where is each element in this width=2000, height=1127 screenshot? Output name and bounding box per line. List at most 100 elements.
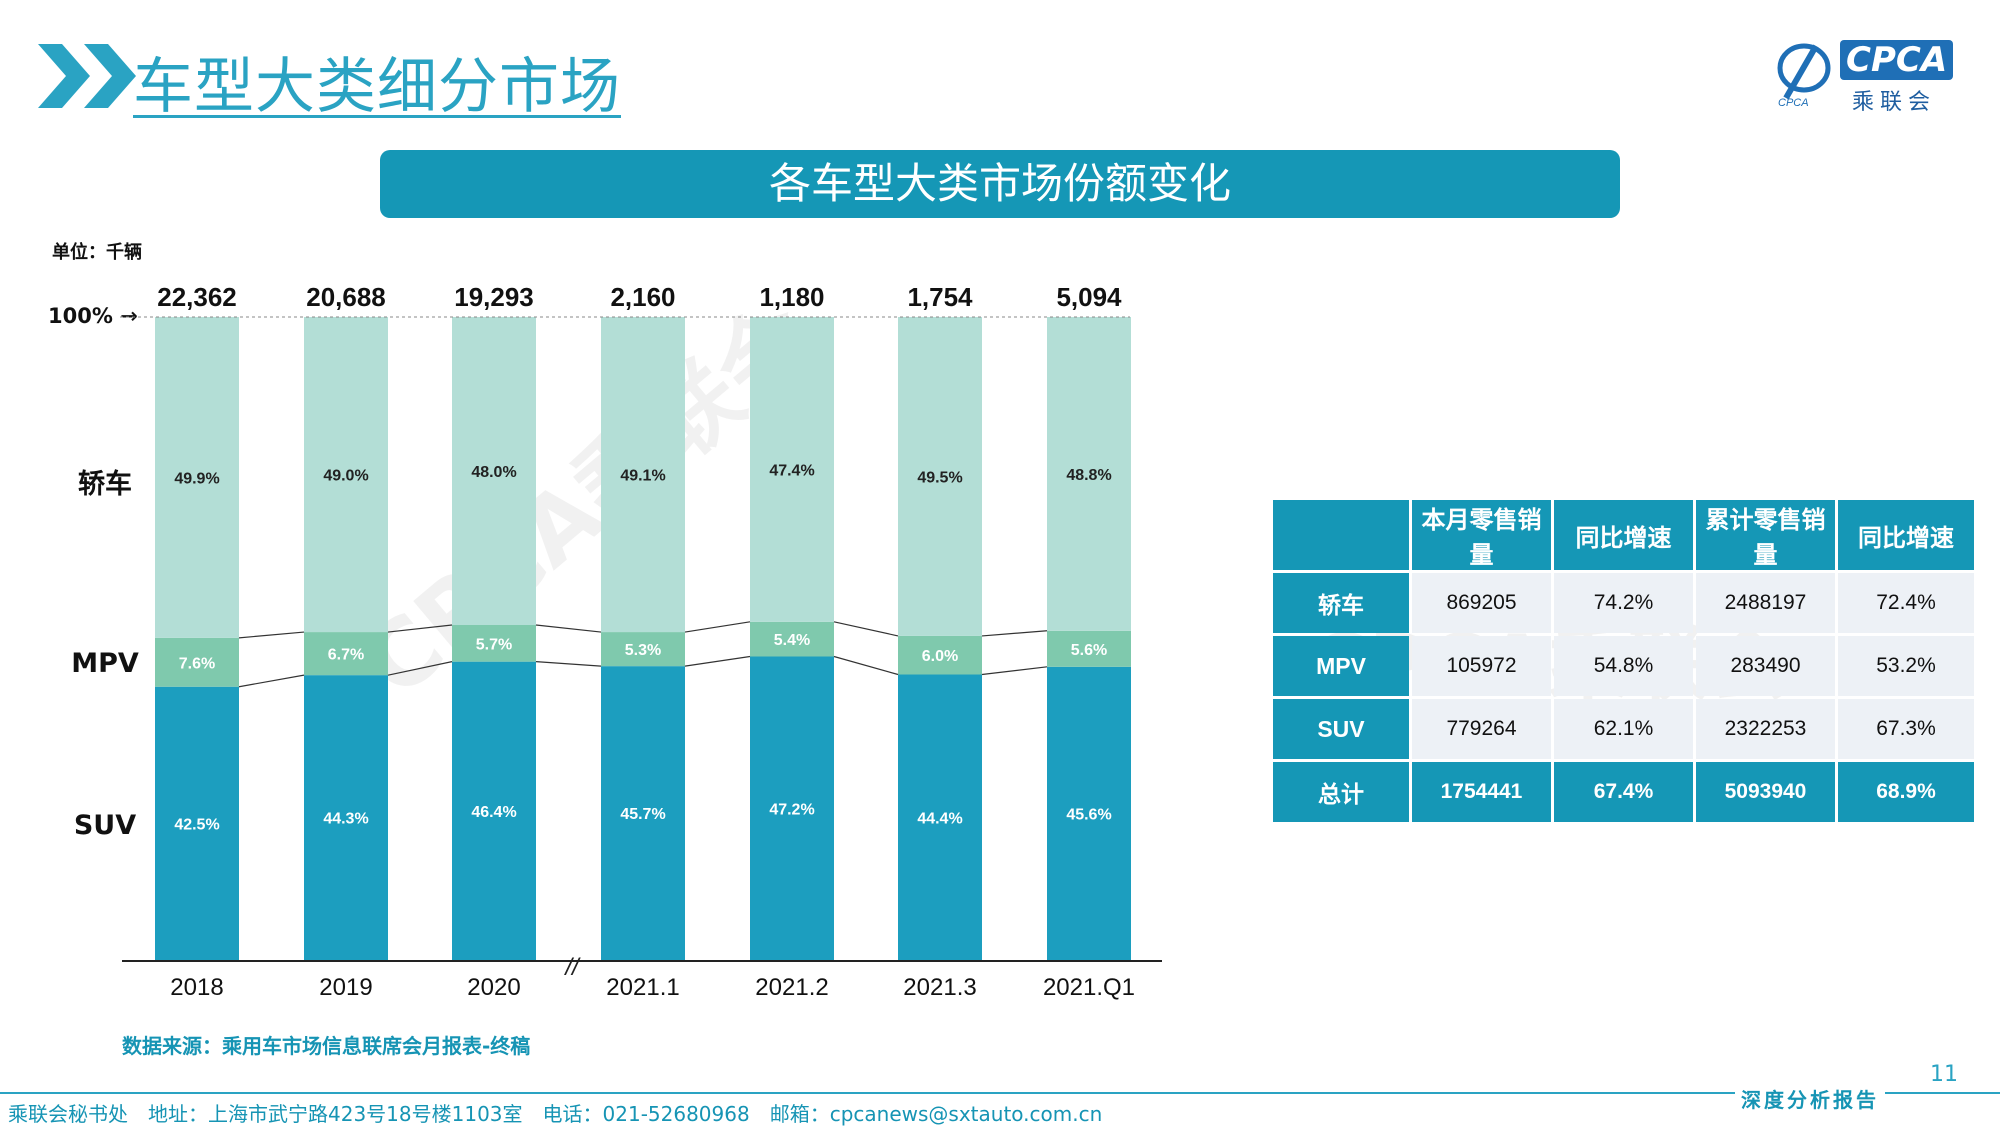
data-label: 49.9%: [174, 470, 219, 487]
bar-segment-mpv: [304, 632, 388, 676]
data-label: 44.4%: [917, 810, 962, 827]
connector-line: [833, 655, 899, 676]
page-number: 11: [1930, 1062, 1958, 1087]
bar-segment-sedan: [1047, 317, 1131, 631]
table-header-row: 本月零售销量 同比增速 累计零售销量 同比增速: [1273, 500, 1974, 570]
chevron-arrows-icon: [38, 44, 136, 108]
connector-line: [684, 655, 751, 667]
banner-title: 各车型大类市场份额变化: [380, 150, 1620, 218]
table-cell: 轿车: [1273, 573, 1409, 633]
footer-contact-info: 乘联会秘书处 地址：上海市武宁路423号18号楼1103室 电话：021-526…: [8, 1102, 1103, 1126]
data-label: 45.6%: [1066, 806, 1111, 823]
data-label: 5.3%: [625, 642, 661, 659]
table-cell: 869205: [1412, 573, 1551, 633]
table-cell: 74.2%: [1554, 573, 1693, 633]
data-label: 5.4%: [774, 632, 810, 649]
table-row: 轿车 869205 74.2% 2488197 72.4%: [1273, 573, 1974, 633]
data-label: 45.7%: [620, 806, 665, 823]
data-source-note: 数据来源：乘用车市场信息联席会月报表-终稿: [122, 1034, 531, 1058]
bar-segment-suv: [304, 675, 388, 960]
cpca-logo-icon: CPCA: [1777, 43, 1831, 108]
hundred-percent-marker: 100% →: [48, 304, 138, 328]
table-cell: 总计: [1273, 762, 1409, 822]
stacked-bar-chart: 42.5% 7.6% 49.9% 22,362 2018 44.3% 6.7% 49.0% 20…: [120, 282, 1162, 1001]
total-label: 20,688: [306, 282, 386, 312]
x-tick-label: 2021.2: [755, 974, 828, 1001]
connector-line: [238, 631, 305, 639]
table-cell: 779264: [1412, 699, 1551, 759]
bar-segment-suv: [1047, 666, 1131, 960]
data-label: 42.5%: [174, 816, 219, 833]
bar-segment-suv: [601, 666, 685, 960]
table-header-cell: 同比增速: [1554, 500, 1693, 570]
connector-line: [833, 621, 899, 637]
slide-title: 车型大类细分市场: [133, 52, 621, 122]
table-cell: 72.4%: [1838, 573, 1974, 633]
table-header-cell: 同比增速: [1838, 500, 1974, 570]
data-label: 7.6%: [179, 655, 215, 672]
series-label-sedan: 轿车: [78, 469, 132, 500]
connector-line: [238, 674, 305, 688]
bar-segment-mpv: [1047, 630, 1131, 667]
table-total-row: 总计 1754441 67.4% 5093940 68.9%: [1273, 762, 1974, 822]
data-label: 49.5%: [917, 469, 962, 486]
data-label: 46.4%: [471, 804, 516, 821]
sales-table: 本月零售销量 同比增速 累计零售销量 同比增速 轿车 869205 74.2% …: [1270, 497, 1977, 825]
table-cell: 68.9%: [1838, 762, 1974, 822]
bar-segment-mpv: [155, 637, 239, 687]
bar-segment-mpv: [750, 621, 834, 657]
table-cell: 1754441: [1412, 762, 1551, 822]
table-cell: MPV: [1273, 636, 1409, 696]
svg-text:CPCA: CPCA: [1778, 97, 1809, 108]
total-label: 1,180: [759, 282, 824, 312]
total-label: 2,160: [610, 282, 675, 312]
logo-text: CPCA: [1840, 40, 1954, 80]
table-row: MPV 105972 54.8% 283490 53.2%: [1273, 636, 1974, 696]
bar-segment-sedan: [750, 317, 834, 622]
x-tick-label: 2021.1: [606, 974, 679, 1001]
data-label: 5.6%: [1071, 642, 1107, 659]
series-label-mpv: MPV: [71, 648, 139, 679]
table-cell: 2488197: [1696, 573, 1835, 633]
total-label: 1,754: [907, 282, 973, 312]
table-cell: 283490: [1696, 636, 1835, 696]
table-cell: 2322253: [1696, 699, 1835, 759]
unit-label: 单位：千辆: [52, 242, 142, 263]
table-cell: 67.4%: [1554, 762, 1693, 822]
data-label: 48.8%: [1066, 467, 1111, 484]
table-cell: 62.1%: [1554, 699, 1693, 759]
x-tick-label: 2020: [467, 974, 520, 1001]
bar-segment-mpv: [898, 635, 982, 675]
data-label: 47.4%: [769, 462, 814, 479]
bar-segment-suv: [898, 674, 982, 960]
data-label: 5.7%: [476, 636, 512, 653]
total-label: 22,362: [157, 282, 237, 312]
connector-line: [387, 661, 453, 676]
table-cell: SUV: [1273, 699, 1409, 759]
bar-segment-sedan: [452, 317, 536, 625]
x-tick-label: 2021.3: [903, 974, 976, 1001]
logo-cn-text: 乘联会: [1852, 90, 1937, 115]
table-cell: 53.2%: [1838, 636, 1974, 696]
data-label: 6.7%: [328, 647, 364, 664]
table-cell: 105972: [1412, 636, 1551, 696]
table-cell: 54.8%: [1554, 636, 1693, 696]
table-cell: 5093940: [1696, 762, 1835, 822]
bar-segment-suv: [155, 686, 239, 960]
table-header-cell: [1273, 500, 1409, 570]
data-label: 49.1%: [620, 468, 665, 485]
connector-line: [535, 661, 602, 667]
x-tick-label: 2019: [319, 974, 372, 1001]
footer-tag: 深度分析报告: [1735, 1084, 1885, 1113]
table-cell: 67.3%: [1838, 699, 1974, 759]
x-tick-label: 2018: [170, 974, 223, 1001]
footer-divider: [0, 1092, 2000, 1094]
data-label: 47.2%: [769, 801, 814, 818]
connector-line: [387, 624, 453, 633]
bar-segment-sedan: [304, 317, 388, 633]
bar-segment-sedan: [898, 317, 982, 636]
bar-segment-sedan: [155, 317, 239, 638]
data-label: 49.0%: [323, 468, 368, 485]
connector-line: [981, 666, 1048, 676]
data-label: 6.0%: [922, 648, 958, 665]
